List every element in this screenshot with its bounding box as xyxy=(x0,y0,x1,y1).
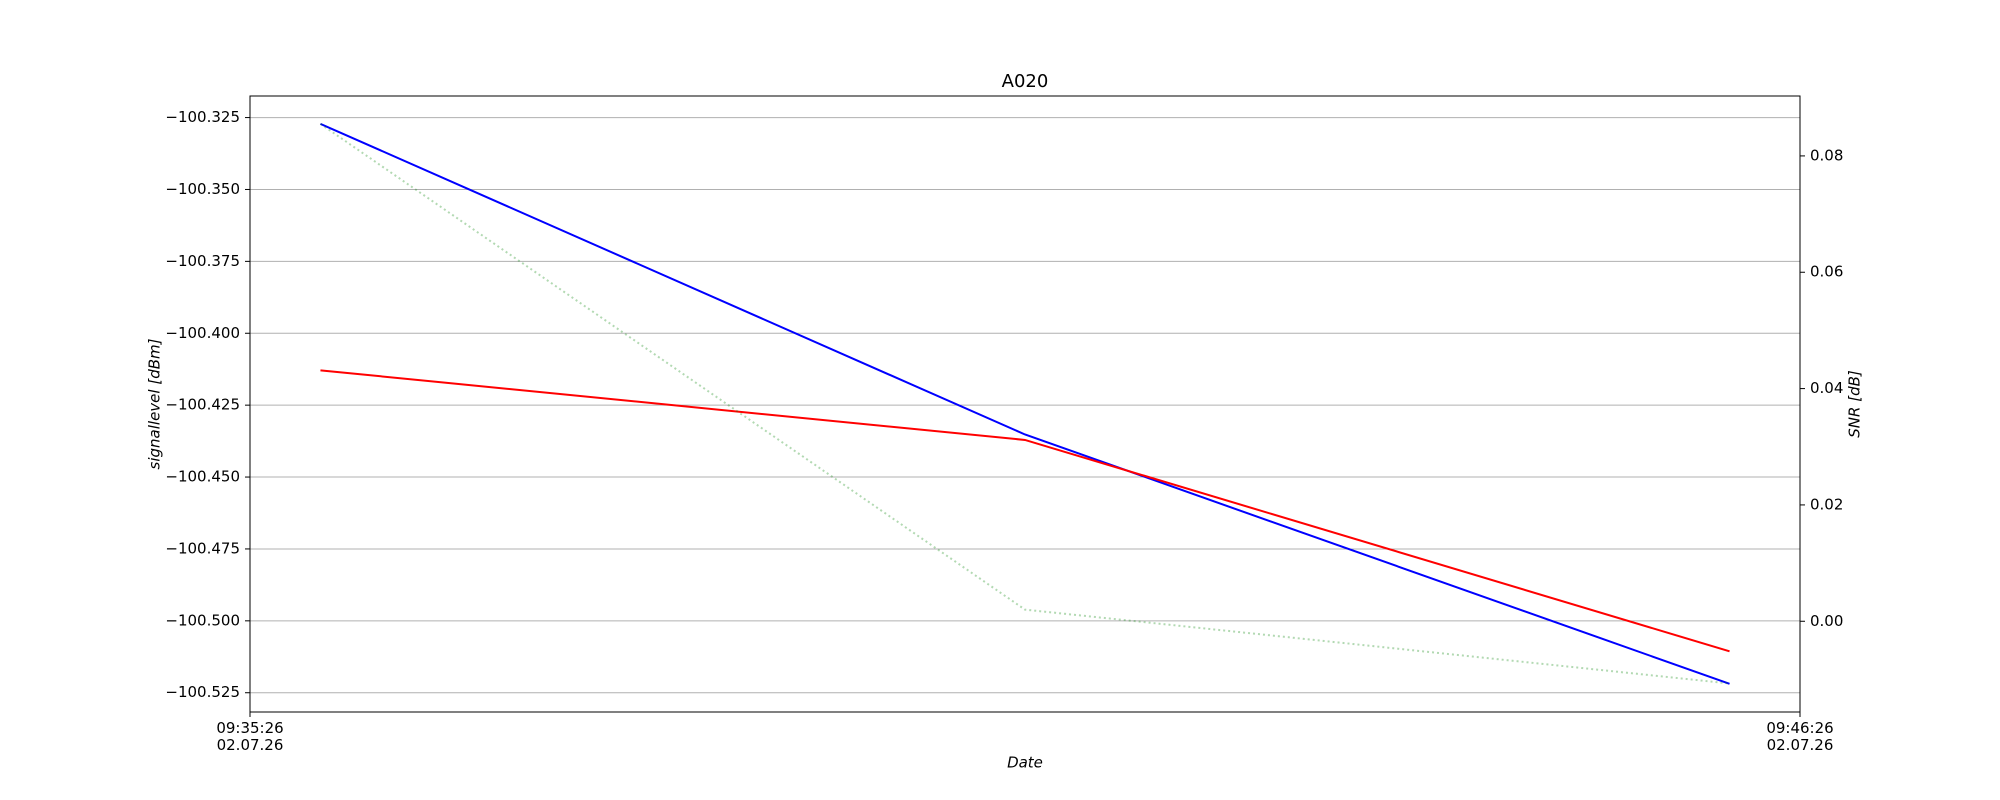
series-line xyxy=(320,369,1730,653)
chart-title: A020 xyxy=(1002,71,1049,92)
x-tick-label: 09:46:26 02.07.26 xyxy=(1766,719,1834,754)
y2-tick-label: 0.00 xyxy=(1810,612,1843,630)
y-tick-label: −100.500 xyxy=(165,611,240,629)
y-tick-label: −100.475 xyxy=(165,539,240,557)
y-tick-label: −100.425 xyxy=(165,396,240,414)
y2-tick-label: 0.06 xyxy=(1810,263,1843,281)
series-line xyxy=(319,123,1730,685)
y-tick-label: −100.525 xyxy=(165,683,240,701)
y-tick-label: −100.375 xyxy=(165,252,240,270)
y2-tick-label: 0.04 xyxy=(1810,379,1843,397)
y-tick-label: −100.450 xyxy=(165,468,240,486)
y-axis-label: signallevel [dBm] xyxy=(146,338,164,469)
y-tick-label: −100.325 xyxy=(165,108,240,126)
x-tick-label: 09:35:26 02.07.26 xyxy=(216,719,284,754)
series-line xyxy=(320,122,1730,685)
y2-axis-label: SNR [dB] xyxy=(1846,370,1864,438)
plot-frame xyxy=(249,95,1801,713)
y2-tick-label: 0.08 xyxy=(1810,146,1843,164)
y2-tick-label: 0.02 xyxy=(1810,495,1843,513)
y-tick-label: −100.400 xyxy=(165,324,240,342)
y-tick-label: −100.350 xyxy=(165,180,240,198)
x-axis-label: Date xyxy=(1007,754,1043,772)
